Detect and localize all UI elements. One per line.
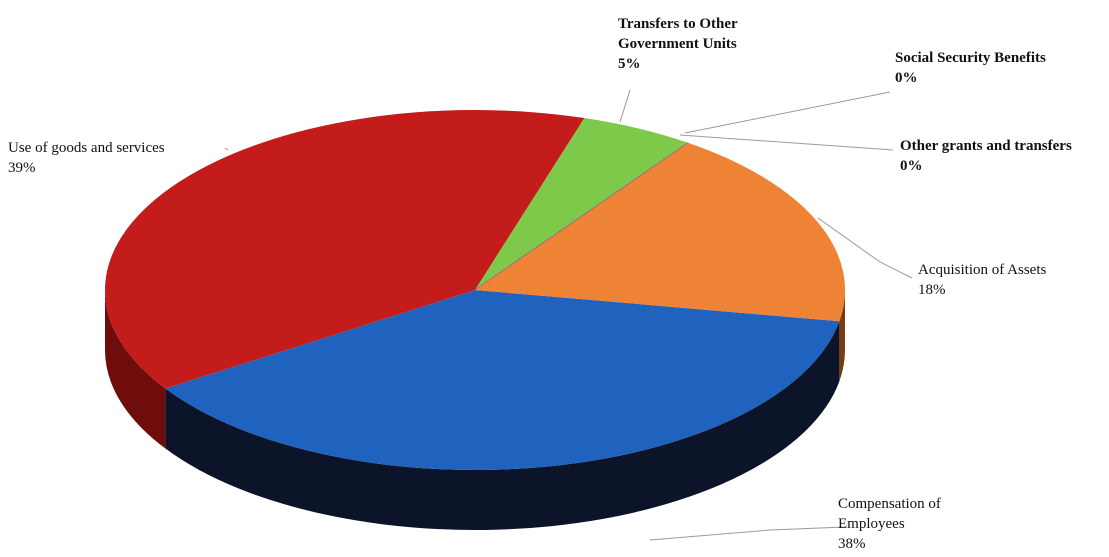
label-use-of-goods-and-services: Use of goods and services 39% [8, 140, 165, 176]
category-label-transfers-to-other-government-units: Government Units [618, 36, 737, 52]
slice-compensation-of-employees [165, 290, 840, 471]
pie-walls [105, 290, 845, 531]
category-label-compensation-of-employees: Compensation of [838, 496, 941, 512]
leader-use-of-goods-and-services [224, 147, 229, 151]
value-label-acquisition-of-assets: 18% [918, 282, 946, 298]
category-label-social-security-benefits: Social Security Benefits [895, 50, 1046, 66]
value-label-compensation-of-employees: 38% [838, 536, 866, 552]
label-transfers-to-other-government-units: Transfers to Other Government Units 5% [618, 16, 738, 72]
slice-transfers-to-other-government-units [475, 118, 689, 290]
pie-tops [105, 110, 846, 471]
leader-transfers-to-other-government-units [619, 89, 631, 123]
value-label-use-of-goods-and-services: 39% [8, 160, 36, 176]
wall-acquisition-of-assets [839, 290, 845, 382]
wall-compensation-of-employees [165, 321, 840, 531]
leader-other-grants-and-transfers [679, 134, 894, 151]
category-label-other-grants-and-transfers: Other grants and transfers [900, 138, 1072, 154]
leader-compensation-of-employees [649, 526, 846, 541]
category-label-transfers-to-other-government-units: Transfers to Other [618, 16, 738, 32]
value-label-other-grants-and-transfers: 0% [900, 158, 923, 174]
label-compensation-of-employees: Compensation of Employees 38% [838, 496, 941, 552]
leader-lines [224, 89, 913, 541]
wall-use-of-goods-and-services [105, 290, 166, 449]
label-other-grants-and-transfers: Other grants and transfers 0% [900, 138, 1072, 174]
leader-social-security-benefits [684, 91, 891, 134]
slice-acquisition-of-assets [475, 142, 846, 322]
value-label-social-security-benefits: 0% [895, 70, 918, 86]
label-social-security-benefits: Social Security Benefits 0% [895, 50, 1046, 86]
slice-use-of-goods-and-services [105, 110, 585, 389]
label-acquisition-of-assets: Acquisition of Assets 18% [918, 262, 1046, 298]
category-label-compensation-of-employees: Employees [838, 516, 905, 532]
slice-labels: Compensation of Employees 38% Use of goods … [8, 16, 1072, 552]
value-label-transfers-to-other-government-units: 5% [618, 56, 641, 72]
category-label-use-of-goods-and-services: Use of goods and services [8, 140, 165, 156]
category-label-acquisition-of-assets: Acquisition of Assets [918, 262, 1046, 278]
leader-acquisition-of-assets [817, 217, 913, 279]
